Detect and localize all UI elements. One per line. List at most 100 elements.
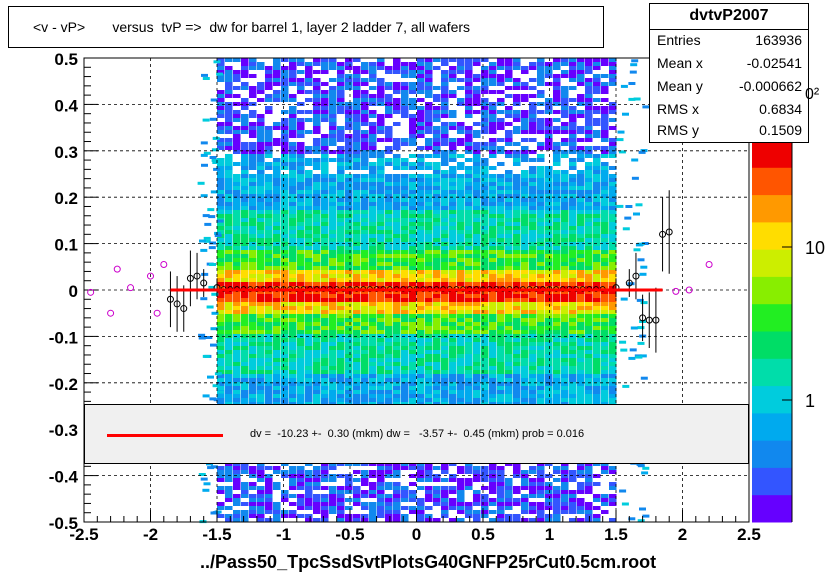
heatmap-cell (505, 78, 513, 82)
heatmap-cell (465, 366, 473, 370)
heatmap-cell (409, 362, 417, 366)
heatmap-cell (593, 358, 601, 362)
heatmap-cell (537, 290, 545, 294)
heatmap-cell (497, 330, 505, 334)
heatmap-cell (281, 398, 289, 402)
heatmap-cell (361, 158, 369, 162)
heatmap-cell (377, 178, 385, 182)
heatmap-cell (585, 278, 593, 282)
heatmap-cell (433, 134, 441, 138)
heatmap-cell (337, 278, 345, 282)
heatmap-cell (505, 214, 513, 218)
heatmap-cell (569, 194, 577, 198)
heatmap-cell (569, 270, 577, 274)
heatmap-cell (249, 394, 257, 398)
heatmap-cell (329, 374, 337, 378)
heatmap-cell (257, 222, 265, 226)
heatmap-cell (345, 266, 353, 270)
heatmap-cell (305, 282, 313, 286)
heatmap-cell (345, 146, 353, 150)
heatmap-cell (233, 338, 241, 342)
heatmap-cell (289, 478, 297, 482)
heatmap-cell (561, 466, 569, 470)
heatmap-cell (217, 126, 225, 130)
heatmap-cell (409, 482, 417, 486)
heatmap-cell (305, 202, 313, 206)
heatmap-cell (225, 66, 233, 70)
heatmap-cell (601, 82, 609, 86)
heatmap-cell (521, 138, 529, 142)
heatmap-cell (377, 298, 385, 302)
heatmap-cell (577, 482, 585, 486)
heatmap-cell (489, 142, 497, 146)
heatmap-cell (529, 254, 537, 258)
heatmap-cell (289, 290, 297, 294)
heatmap-cell (521, 114, 529, 118)
heatmap-cell (553, 250, 561, 254)
heatmap-cell (361, 346, 369, 350)
heatmap-cell (321, 70, 329, 74)
heatmap-cell (433, 342, 441, 346)
heatmap-cell (425, 74, 433, 78)
heatmap-cell (545, 118, 553, 122)
heatmap-cell (513, 154, 521, 158)
heatmap-cell (409, 318, 417, 322)
heatmap-cell (289, 398, 297, 402)
heatmap-cell (249, 322, 257, 326)
heatmap-cell (505, 306, 513, 310)
heatmap-cell (561, 126, 569, 130)
heatmap-cell (425, 206, 433, 210)
heatmap-cell (457, 154, 465, 158)
heatmap-cell (337, 226, 345, 230)
heatmap-cell (329, 306, 337, 310)
heatmap-cell (305, 178, 313, 182)
heatmap-cell (593, 210, 601, 214)
heatmap-cell (521, 222, 529, 226)
heatmap-cell (577, 274, 585, 278)
heatmap-cell (281, 142, 289, 146)
heatmap-cell (281, 206, 289, 210)
heatmap-cell (273, 82, 281, 86)
heatmap-cell (345, 366, 353, 370)
heatmap-cell (521, 298, 529, 302)
heatmap-cell (217, 306, 225, 310)
heatmap-cell (553, 510, 561, 514)
heatmap-cell (233, 466, 241, 470)
heatmap-cell (441, 86, 449, 90)
heatmap-cell (385, 86, 393, 90)
heatmap-cell (257, 254, 265, 258)
heatmap-cell (249, 382, 257, 386)
heatmap-cell (361, 206, 369, 210)
heatmap-cell (601, 58, 609, 62)
heatmap-cell (609, 206, 617, 210)
heatmap-cell (361, 366, 369, 370)
heatmap-cell (417, 342, 425, 346)
heatmap-cell (465, 278, 473, 282)
heatmap-cell (225, 490, 233, 494)
heatmap-cell (385, 498, 393, 502)
heatmap-cell (385, 330, 393, 334)
heatmap-cell (233, 238, 241, 242)
heatmap-cell (377, 222, 385, 226)
heatmap-cell (601, 150, 609, 154)
heatmap-cell (353, 174, 361, 178)
heatmap-cell (385, 378, 393, 382)
heatmap-cell (481, 122, 489, 126)
heatmap-cell (537, 78, 545, 82)
heatmap-cell (305, 502, 313, 506)
heatmap-cell (481, 166, 489, 170)
heatmap-cell (369, 338, 377, 342)
heatmap-cell (473, 262, 481, 266)
heatmap-cell (305, 366, 313, 370)
heatmap-cell (409, 262, 417, 266)
heatmap-cell (289, 134, 297, 138)
heatmap-cell (409, 210, 417, 214)
heatmap-cell (409, 506, 417, 510)
heatmap-cell (393, 270, 401, 274)
heatmap-cell (233, 138, 241, 142)
heatmap-cell (577, 218, 585, 222)
heatmap-cell (401, 178, 409, 182)
heatmap-cell (353, 226, 361, 230)
heatmap-cell (585, 182, 593, 186)
heatmap-cell (465, 262, 473, 266)
